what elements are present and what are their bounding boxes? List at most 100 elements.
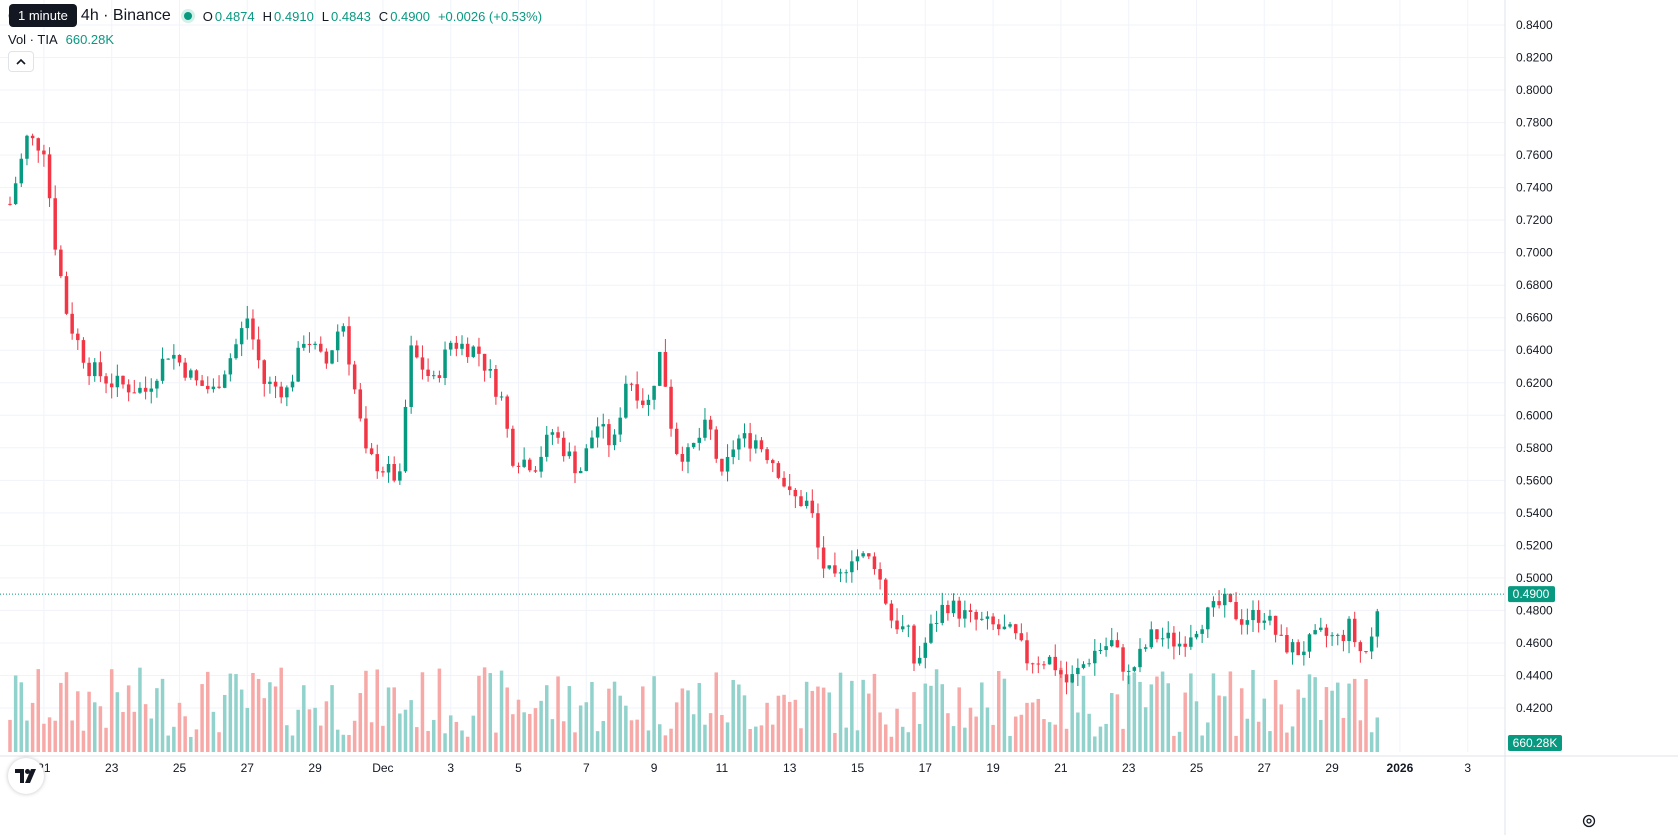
price-tick-label: 0.7400	[1516, 181, 1553, 195]
volume-bar	[64, 672, 69, 752]
open-key: O	[202, 8, 213, 24]
volume-bar	[590, 681, 594, 752]
candle-body	[1335, 634, 1340, 636]
candle-body	[1019, 633, 1024, 641]
candle-body	[618, 417, 622, 435]
candle-body	[335, 331, 340, 351]
candle-body	[143, 387, 148, 392]
time-tick-label: 29	[308, 761, 322, 775]
candle-body	[1030, 663, 1035, 665]
candle-body	[302, 343, 306, 348]
candle-body	[1347, 618, 1351, 642]
tv-mark	[15, 769, 36, 783]
volume-bar	[200, 684, 204, 752]
chevron-up-icon	[16, 58, 26, 65]
candle-body	[561, 437, 566, 457]
candle-body	[754, 440, 758, 449]
candle-body	[624, 383, 628, 418]
candle-body	[358, 389, 363, 419]
volume-bar	[669, 728, 673, 752]
candle-body	[443, 349, 447, 378]
volume-bar	[420, 672, 425, 752]
candle-body	[946, 604, 950, 614]
volume-bar	[1273, 680, 1278, 752]
volume-bar	[731, 679, 735, 752]
candle-body	[1251, 609, 1255, 621]
volume-bar	[375, 669, 380, 752]
candle-body	[477, 346, 481, 354]
candle-body	[296, 347, 300, 382]
candle-body	[1093, 650, 1097, 664]
candle-body	[1375, 611, 1380, 637]
candle-body	[669, 386, 673, 429]
candle-body	[234, 344, 238, 359]
price-tick-label: 0.6400	[1516, 343, 1553, 357]
volume-bar	[155, 688, 159, 752]
volume-bar	[1256, 721, 1261, 752]
volume-bar	[30, 702, 35, 752]
candle-body	[183, 362, 187, 378]
candle-body	[1138, 648, 1142, 668]
tradingview-logo-icon[interactable]	[8, 758, 44, 794]
volume-bar	[381, 725, 385, 752]
volume-bar	[98, 706, 103, 752]
candle-body	[149, 388, 154, 392]
candle-body	[392, 464, 396, 481]
candle-body	[211, 386, 216, 390]
volume-bar	[194, 729, 199, 752]
candle-body	[1166, 632, 1171, 639]
time-tick-label: 27	[1258, 761, 1272, 775]
candle-body	[30, 135, 35, 139]
volume-bar	[770, 724, 775, 752]
candle-body	[867, 553, 871, 557]
volume-bar	[754, 726, 758, 752]
volume-bar	[431, 719, 436, 752]
candle-body	[256, 339, 261, 361]
volume-bar	[1234, 735, 1238, 752]
volume-bar	[273, 686, 278, 752]
volume-bar	[1002, 678, 1007, 752]
candle-body	[1200, 629, 1204, 634]
settings-button[interactable]	[1580, 812, 1598, 830]
volume-bar	[1302, 697, 1306, 752]
volume-bar	[861, 679, 865, 752]
candle-body	[957, 600, 961, 619]
volume-bar	[1042, 719, 1046, 752]
volume-bar	[1070, 675, 1074, 752]
candle-body	[1087, 663, 1091, 665]
candle-body	[612, 434, 617, 446]
volume-bar	[550, 719, 555, 752]
volume-bar	[386, 687, 391, 752]
volume-legend-label[interactable]: Vol · TIA	[8, 32, 58, 47]
candle-body	[318, 343, 323, 352]
candle-body	[641, 400, 645, 405]
time-tick-label: 19	[986, 761, 1000, 775]
candle-body	[138, 387, 142, 393]
timeframe-tooltip: 1 minute	[9, 4, 77, 27]
candle-body	[934, 622, 939, 624]
time-tick-label: 25	[1190, 761, 1204, 775]
volume-bar	[957, 687, 961, 752]
candle-body	[381, 471, 385, 473]
candle-body	[968, 610, 973, 612]
price-tick-label: 0.6800	[1516, 278, 1553, 292]
candle-body	[929, 623, 933, 643]
volume-bar	[697, 683, 702, 752]
candle-body	[87, 362, 91, 377]
candle-body	[386, 464, 391, 473]
volume-bar	[369, 722, 374, 752]
volume-bar	[1115, 694, 1120, 752]
candle-body	[1126, 670, 1131, 672]
candle-body	[1098, 649, 1103, 651]
volume-bar	[804, 681, 809, 752]
candle-body	[900, 626, 905, 630]
candle-body	[262, 360, 267, 384]
volume-bar	[900, 726, 905, 752]
collapse-legend-button[interactable]	[8, 51, 34, 72]
volume-bar	[544, 685, 549, 752]
candle-body	[714, 429, 719, 459]
volume-bar	[1047, 722, 1052, 752]
candle-body	[1177, 643, 1182, 647]
candle-body	[1245, 620, 1250, 625]
